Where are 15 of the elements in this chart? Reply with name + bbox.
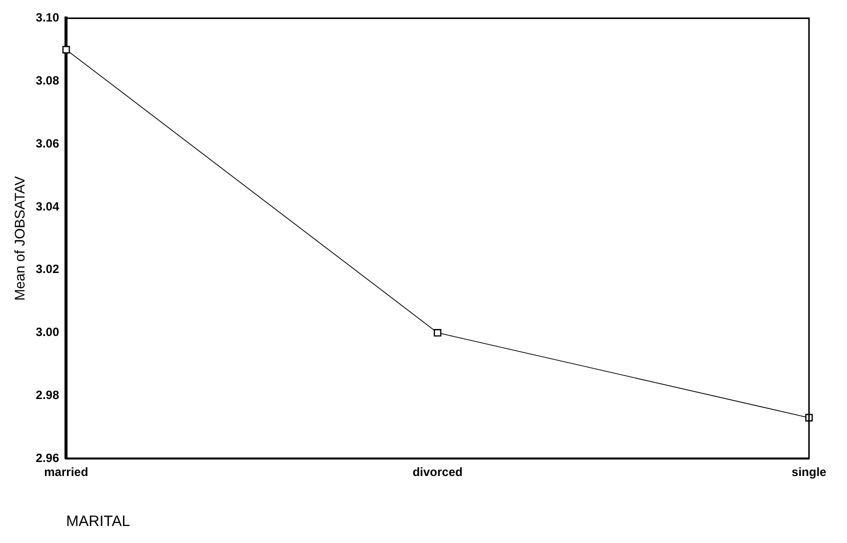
y-tick-label: 2.98 <box>36 388 60 402</box>
point <box>434 328 442 337</box>
y-tick-label: 3.04 <box>36 199 60 214</box>
point <box>62 46 70 54</box>
x-tick-label: single <box>792 465 827 480</box>
x-tick-label: married <box>44 465 88 480</box>
x-tick-label: divorced <box>412 465 463 480</box>
y-tick-label: 3.08 <box>36 73 60 88</box>
y-tick-label: 2.96 <box>36 450 60 465</box>
y-tick-label: 3.00 <box>36 325 60 340</box>
x-axis-title: MARITAL <box>66 513 130 530</box>
y-tick-label: 3.02 <box>36 262 60 276</box>
y-tick-label: 3.10 <box>36 10 60 25</box>
y-tick-label: 3.06 <box>36 136 60 150</box>
y-axis-title: Mean of JOBSATAV <box>11 176 28 301</box>
